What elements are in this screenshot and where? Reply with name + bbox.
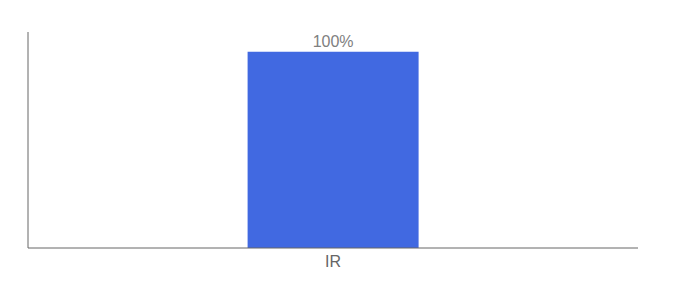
svg-text:100%: 100%	[313, 33, 354, 50]
svg-text:IR: IR	[325, 253, 341, 270]
